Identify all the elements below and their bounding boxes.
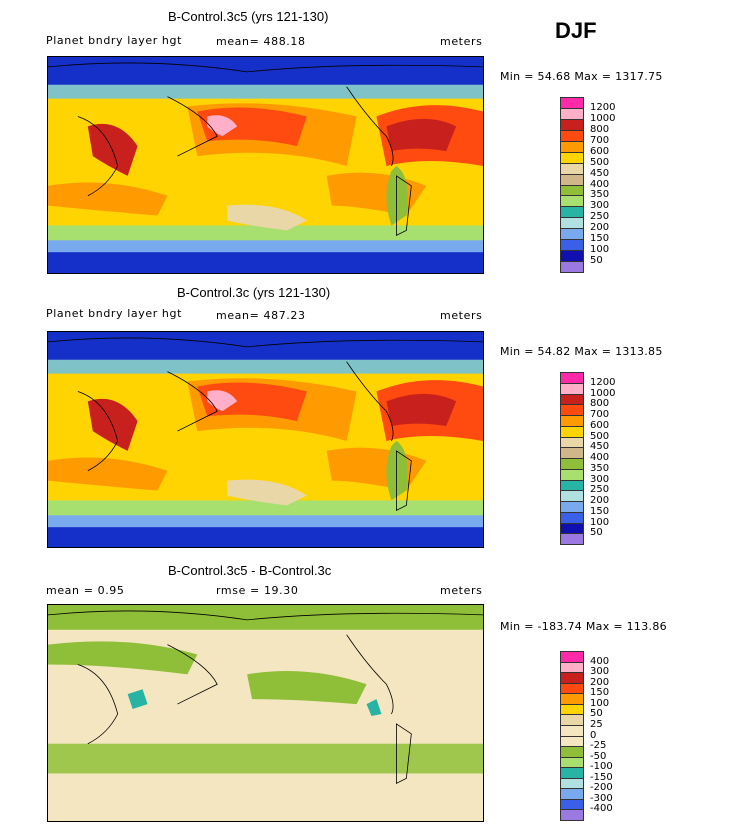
legend-swatch bbox=[560, 533, 584, 545]
legend-label: 300 bbox=[590, 200, 610, 212]
legend-label: 250 bbox=[590, 484, 610, 496]
legend-label: 300 bbox=[590, 473, 610, 485]
legend-label: -25 bbox=[590, 740, 607, 752]
panel-3-rmse: rmse = 19.30 bbox=[216, 584, 299, 597]
panel-3-mean: mean = 0.95 bbox=[46, 584, 125, 597]
panel-1-map-svg bbox=[48, 57, 483, 273]
legend-label: 1000 bbox=[590, 387, 616, 399]
panel-1-minmax: Min = 54.68 Max = 1317.75 bbox=[500, 70, 663, 83]
panel-3-minmax: Min = -183.74 Max = 113.86 bbox=[500, 620, 667, 633]
legend-label: 50 bbox=[590, 527, 603, 539]
panel-2-units: meters bbox=[440, 309, 483, 322]
panel-3-title: B-Control.3c5 - B-Control.3c bbox=[168, 563, 332, 578]
legend-label: 100 bbox=[590, 244, 610, 256]
legend-label: 150 bbox=[590, 687, 610, 699]
legend-label: 250 bbox=[590, 211, 610, 223]
legend-label: 25 bbox=[590, 718, 603, 730]
legend-label: 450 bbox=[590, 167, 610, 179]
legend-label: 200 bbox=[590, 676, 610, 688]
legend-label: 100 bbox=[590, 697, 610, 709]
legend-label: 200 bbox=[590, 495, 610, 506]
panel-2-mean: mean= 487.23 bbox=[216, 309, 306, 322]
panel-3-map-svg bbox=[48, 605, 483, 821]
legend-swatch bbox=[560, 809, 584, 821]
legend-label: 700 bbox=[590, 134, 610, 146]
panel-1-mean: mean= 488.18 bbox=[216, 35, 306, 48]
legend-label: -400 bbox=[590, 803, 613, 815]
legend-label: 100 bbox=[590, 516, 610, 528]
legend-label: 200 bbox=[590, 222, 610, 234]
panel-3-map bbox=[47, 604, 484, 822]
legend-label: 600 bbox=[590, 419, 610, 431]
panel-2-map-svg bbox=[48, 332, 483, 547]
legend-label: 400 bbox=[590, 178, 610, 190]
panel-2-minmax: Min = 54.82 Max = 1313.85 bbox=[500, 345, 663, 358]
panel-1-units: meters bbox=[440, 35, 483, 48]
panel-1-map bbox=[47, 56, 484, 274]
legend-label: 400 bbox=[590, 452, 610, 463]
legend-label: 1000 bbox=[590, 112, 616, 124]
legend-label: 1200 bbox=[590, 101, 616, 113]
legend-label: 400 bbox=[590, 655, 610, 667]
legend-label: 300 bbox=[590, 666, 610, 678]
legend-label: 600 bbox=[590, 145, 610, 157]
season-label: DJF bbox=[555, 18, 597, 43]
legend-label: 1200 bbox=[590, 376, 616, 388]
legend-label: 50 bbox=[590, 255, 603, 267]
legend-label: 150 bbox=[590, 505, 610, 517]
legend-label: 0 bbox=[590, 729, 597, 741]
panel-2-variable: Planet bndry layer hgt bbox=[46, 307, 183, 320]
legend-label: -100 bbox=[590, 761, 613, 773]
legend-label: 350 bbox=[590, 189, 610, 201]
panel-3-units: meters bbox=[440, 584, 483, 597]
legend-label: 800 bbox=[590, 123, 610, 135]
legend-swatch bbox=[560, 261, 584, 273]
panel-1-title: B-Control.3c5 (yrs 121-130) bbox=[168, 9, 329, 24]
panel-2-map bbox=[47, 331, 484, 548]
legend-label: 50 bbox=[590, 708, 603, 720]
panel-3-legend: 400 300 200 150 100 50 25 0 -25 -50 -100 -150 -200 -3… bbox=[560, 651, 613, 821]
legend-label: 450 bbox=[590, 441, 610, 453]
legend-label: 700 bbox=[590, 409, 610, 420]
legend-label: -150 bbox=[590, 771, 613, 783]
legend-label: -300 bbox=[590, 792, 613, 804]
panel-2-title: B-Control.3c (yrs 121-130) bbox=[177, 285, 331, 300]
panel-1-legend: 1200 1000 800 700 600 500 450 400 350 300 250 200 15… bbox=[560, 97, 615, 273]
panel-2-legend: 1200 1000 800 700 600 500 450 400 350 300 250 200 15… bbox=[560, 372, 615, 545]
legend-label: 350 bbox=[590, 462, 610, 474]
legend-label: 800 bbox=[590, 398, 610, 410]
legend-label: -200 bbox=[590, 782, 613, 794]
panel-1-variable: Planet bndry layer hgt bbox=[46, 34, 183, 47]
legend-label: 500 bbox=[590, 156, 610, 168]
legend-label: 500 bbox=[590, 430, 610, 442]
legend-label: -50 bbox=[590, 750, 607, 762]
legend-label: 150 bbox=[590, 233, 610, 245]
